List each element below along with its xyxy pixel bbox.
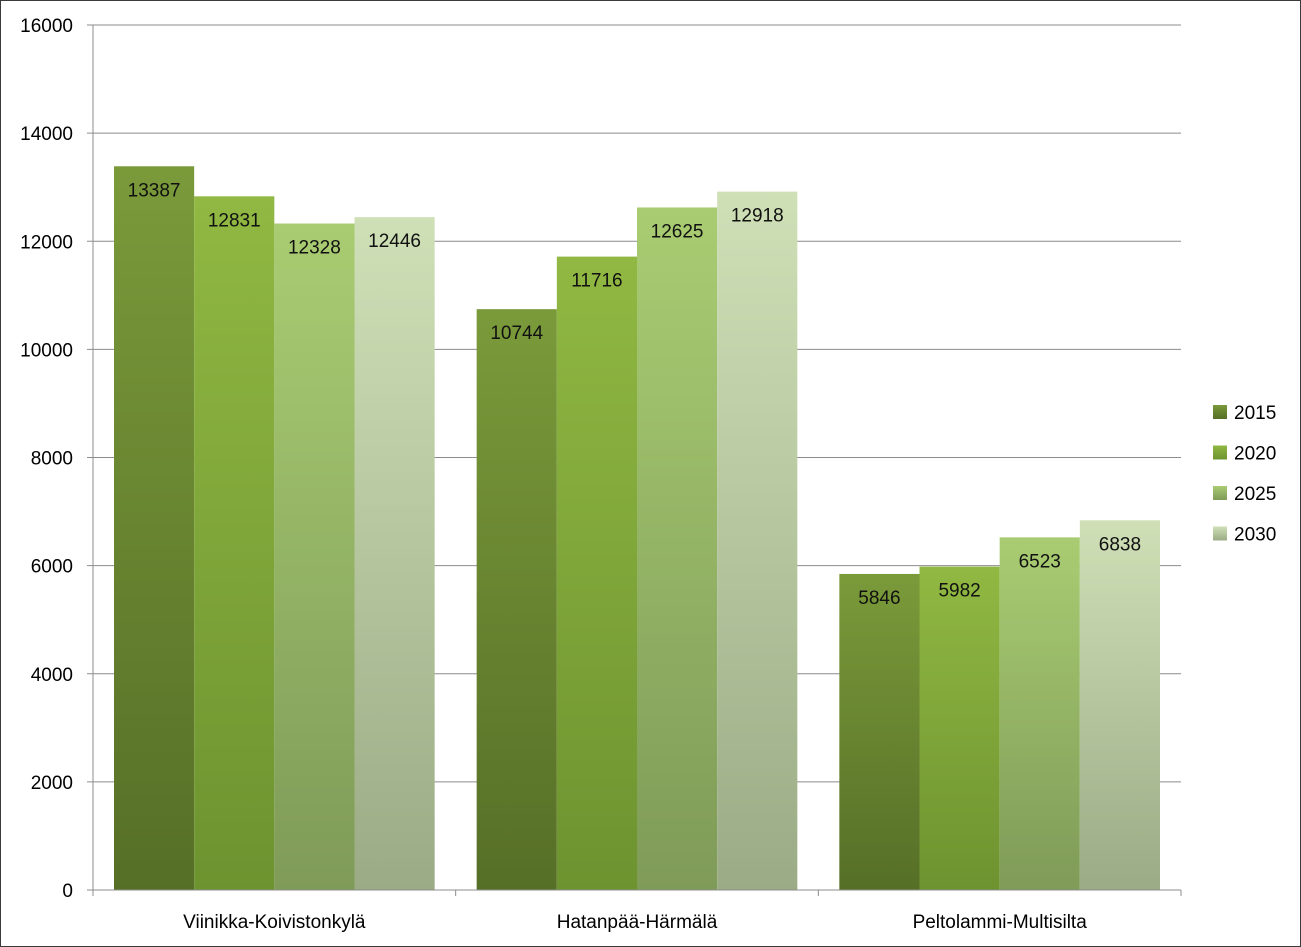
legend-swatch-2025	[1213, 486, 1227, 500]
data-label: 12918	[731, 206, 784, 227]
legend-label: 2015	[1234, 403, 1276, 424]
y-tick-label: 16000	[20, 16, 73, 37]
y-tick-label: 0	[62, 881, 73, 902]
bar-2025	[999, 537, 1080, 890]
legend-swatch-2015	[1213, 405, 1227, 419]
bar-2030	[717, 191, 798, 891]
bar-2025	[637, 207, 718, 890]
legend-swatch-2030	[1213, 526, 1227, 541]
y-tick-label: 8000	[31, 449, 73, 470]
data-label: 12625	[651, 221, 704, 242]
y-tick-label: 2000	[31, 773, 73, 794]
data-label: 12446	[368, 231, 421, 252]
legend-label: 2025	[1234, 484, 1276, 505]
legend-swatch-2020	[1213, 445, 1227, 460]
bar-2020	[194, 196, 275, 890]
y-tick-label: 12000	[20, 232, 73, 253]
y-tick-label: 6000	[31, 557, 73, 578]
data-label: 12328	[288, 238, 341, 259]
legend-label: 2020	[1234, 444, 1276, 465]
data-label: 11716	[571, 271, 622, 292]
bar-2025	[274, 223, 355, 890]
bar-2030	[354, 217, 435, 890]
y-tick-label: 4000	[31, 665, 73, 686]
bar-2020	[919, 566, 1000, 890]
data-label: 12831	[208, 210, 261, 231]
bars	[114, 166, 1160, 891]
y-tick-label: 10000	[20, 340, 73, 361]
data-label: 13387	[128, 180, 181, 201]
bar-2015	[476, 309, 557, 891]
x-axis-categories: Viinikka-Koivistonkylä Hatanpää-Härmälä Pe…	[183, 912, 1087, 933]
legend-label: 2030	[1234, 525, 1276, 546]
x-category-label: Viinikka-Koivistonkylä	[183, 912, 366, 933]
bar-2020	[556, 256, 637, 890]
data-label: 5982	[938, 581, 980, 602]
x-category-label: Peltolammi-Multisilta	[913, 912, 1088, 933]
x-category-label: Hatanpää-Härmälä	[557, 912, 718, 933]
bar-2015	[114, 166, 195, 890]
data-label: 6523	[1019, 551, 1061, 572]
bar-2030	[1079, 520, 1160, 890]
legend: 2015 2020 2025 2030	[1213, 403, 1276, 546]
data-label: 6838	[1099, 534, 1141, 555]
bar-2015	[839, 573, 920, 890]
y-axis-ticks: 0 2000 4000 6000 8000 10000 12000 14000 16000	[20, 16, 93, 902]
y-tick-label: 14000	[20, 124, 73, 145]
data-label: 5846	[858, 588, 900, 609]
data-label: 10744	[490, 323, 543, 344]
axes	[92, 25, 1182, 896]
data-labels: 13387 12831 12328 12446 10744 11716 12625 12918…	[128, 180, 1141, 609]
